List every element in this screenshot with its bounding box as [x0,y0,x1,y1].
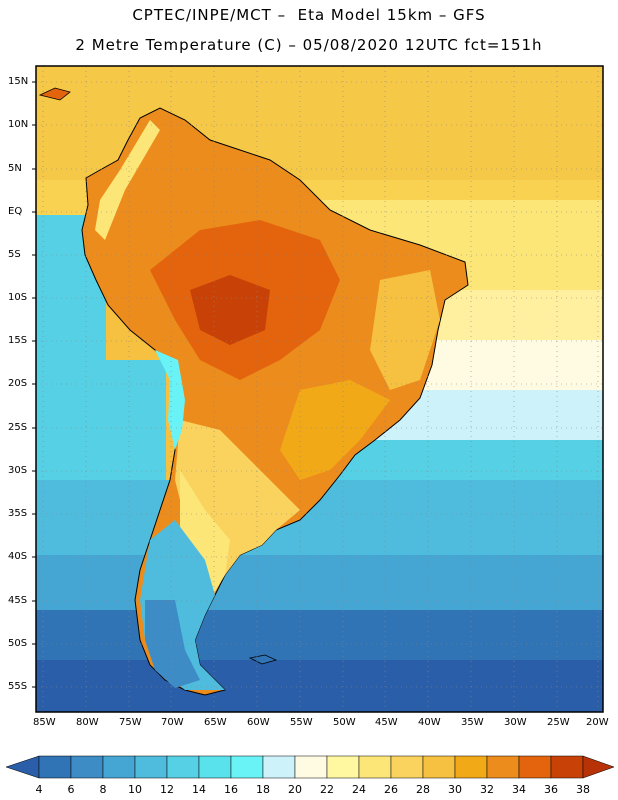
lon-label: 55W [290,717,313,728]
colorbar-segment [262,755,296,779]
lat-label: 30S [8,465,28,476]
colorbar-tick-label: 10 [128,783,142,796]
colorbar-tick-label: 22 [320,783,334,796]
lon-label: 60W [247,717,270,728]
colorbar-tick-label: 18 [256,783,270,796]
lon-label: 35W [461,717,484,728]
colorbar-tick-label: 36 [544,783,558,796]
lat-label: 40S [8,551,28,562]
colorbar-tick-label: 26 [384,783,398,796]
lat-label: 5S [8,249,21,260]
colorbar-segment [198,755,232,779]
lon-label: 40W [418,717,441,728]
colorbar-tick-label: 38 [576,783,590,796]
lat-label: 35S [8,508,28,519]
colorbar-segment [422,755,456,779]
lon-label: 80W [76,717,99,728]
colorbar-tick-label: 34 [512,783,526,796]
colorbar-segment [166,755,200,779]
colorbar-segment [358,755,392,779]
lon-label: 70W [161,717,184,728]
colorbar [5,755,615,779]
colorbar-segment [518,755,552,779]
lat-label: 20S [8,378,28,389]
lon-label: 65W [204,717,227,728]
lon-label: 30W [504,717,527,728]
lat-label: 15S [8,335,28,346]
colorbar-segment [486,755,520,779]
lat-label: 10S [8,292,28,303]
colorbar-segment [38,755,72,779]
colorbar-tick-label: 6 [67,783,75,796]
lon-label: 50W [333,717,356,728]
lat-label: EQ [8,206,23,217]
colorbar-tick-label: 12 [160,783,174,796]
lon-label: 45W [375,717,398,728]
lat-label: 50S [8,638,28,649]
chart-title-line-1: CPTEC/INPE/MCT – Eta Model 15km – GFS [132,6,486,24]
lat-label: 10N [8,119,29,130]
colorbar-tick-label: 32 [480,783,494,796]
colorbar-segment [70,755,104,779]
map-frame [35,65,604,713]
lat-label: 5N [8,163,22,174]
colorbar-tick-label: 4 [35,783,43,796]
lat-label: 55S [8,681,28,692]
colorbar-segment [134,755,168,779]
colorbar-segment [390,755,424,779]
colorbar-segment [454,755,488,779]
colorbar-segment [326,755,360,779]
colorbar-segment [230,755,264,779]
colorbar-segment [550,755,584,779]
colorbar-left-arrow [5,755,40,779]
chart-title-line-2: 2 Metre Temperature (C) – 05/08/2020 12U… [75,36,543,54]
lon-label: 85W [33,717,56,728]
colorbar-segment [102,755,136,779]
lon-label: 75W [119,717,142,728]
colorbar-tick-label: 30 [448,783,462,796]
lon-label: 25W [547,717,570,728]
lat-label: 15N [8,76,29,87]
colorbar-tick-label: 16 [224,783,238,796]
colorbar-tick-label: 24 [352,783,366,796]
colorbar-tick-label: 28 [416,783,430,796]
colorbar-tick-label: 14 [192,783,206,796]
lat-label: 45S [8,595,28,606]
colorbar-tick-label: 8 [99,783,107,796]
colorbar-tick-label: 20 [288,783,302,796]
lon-label: 20W [586,717,609,728]
lat-label: 25S [8,422,28,433]
colorbar-right-arrow [582,755,615,779]
colorbar-segment [294,755,328,779]
